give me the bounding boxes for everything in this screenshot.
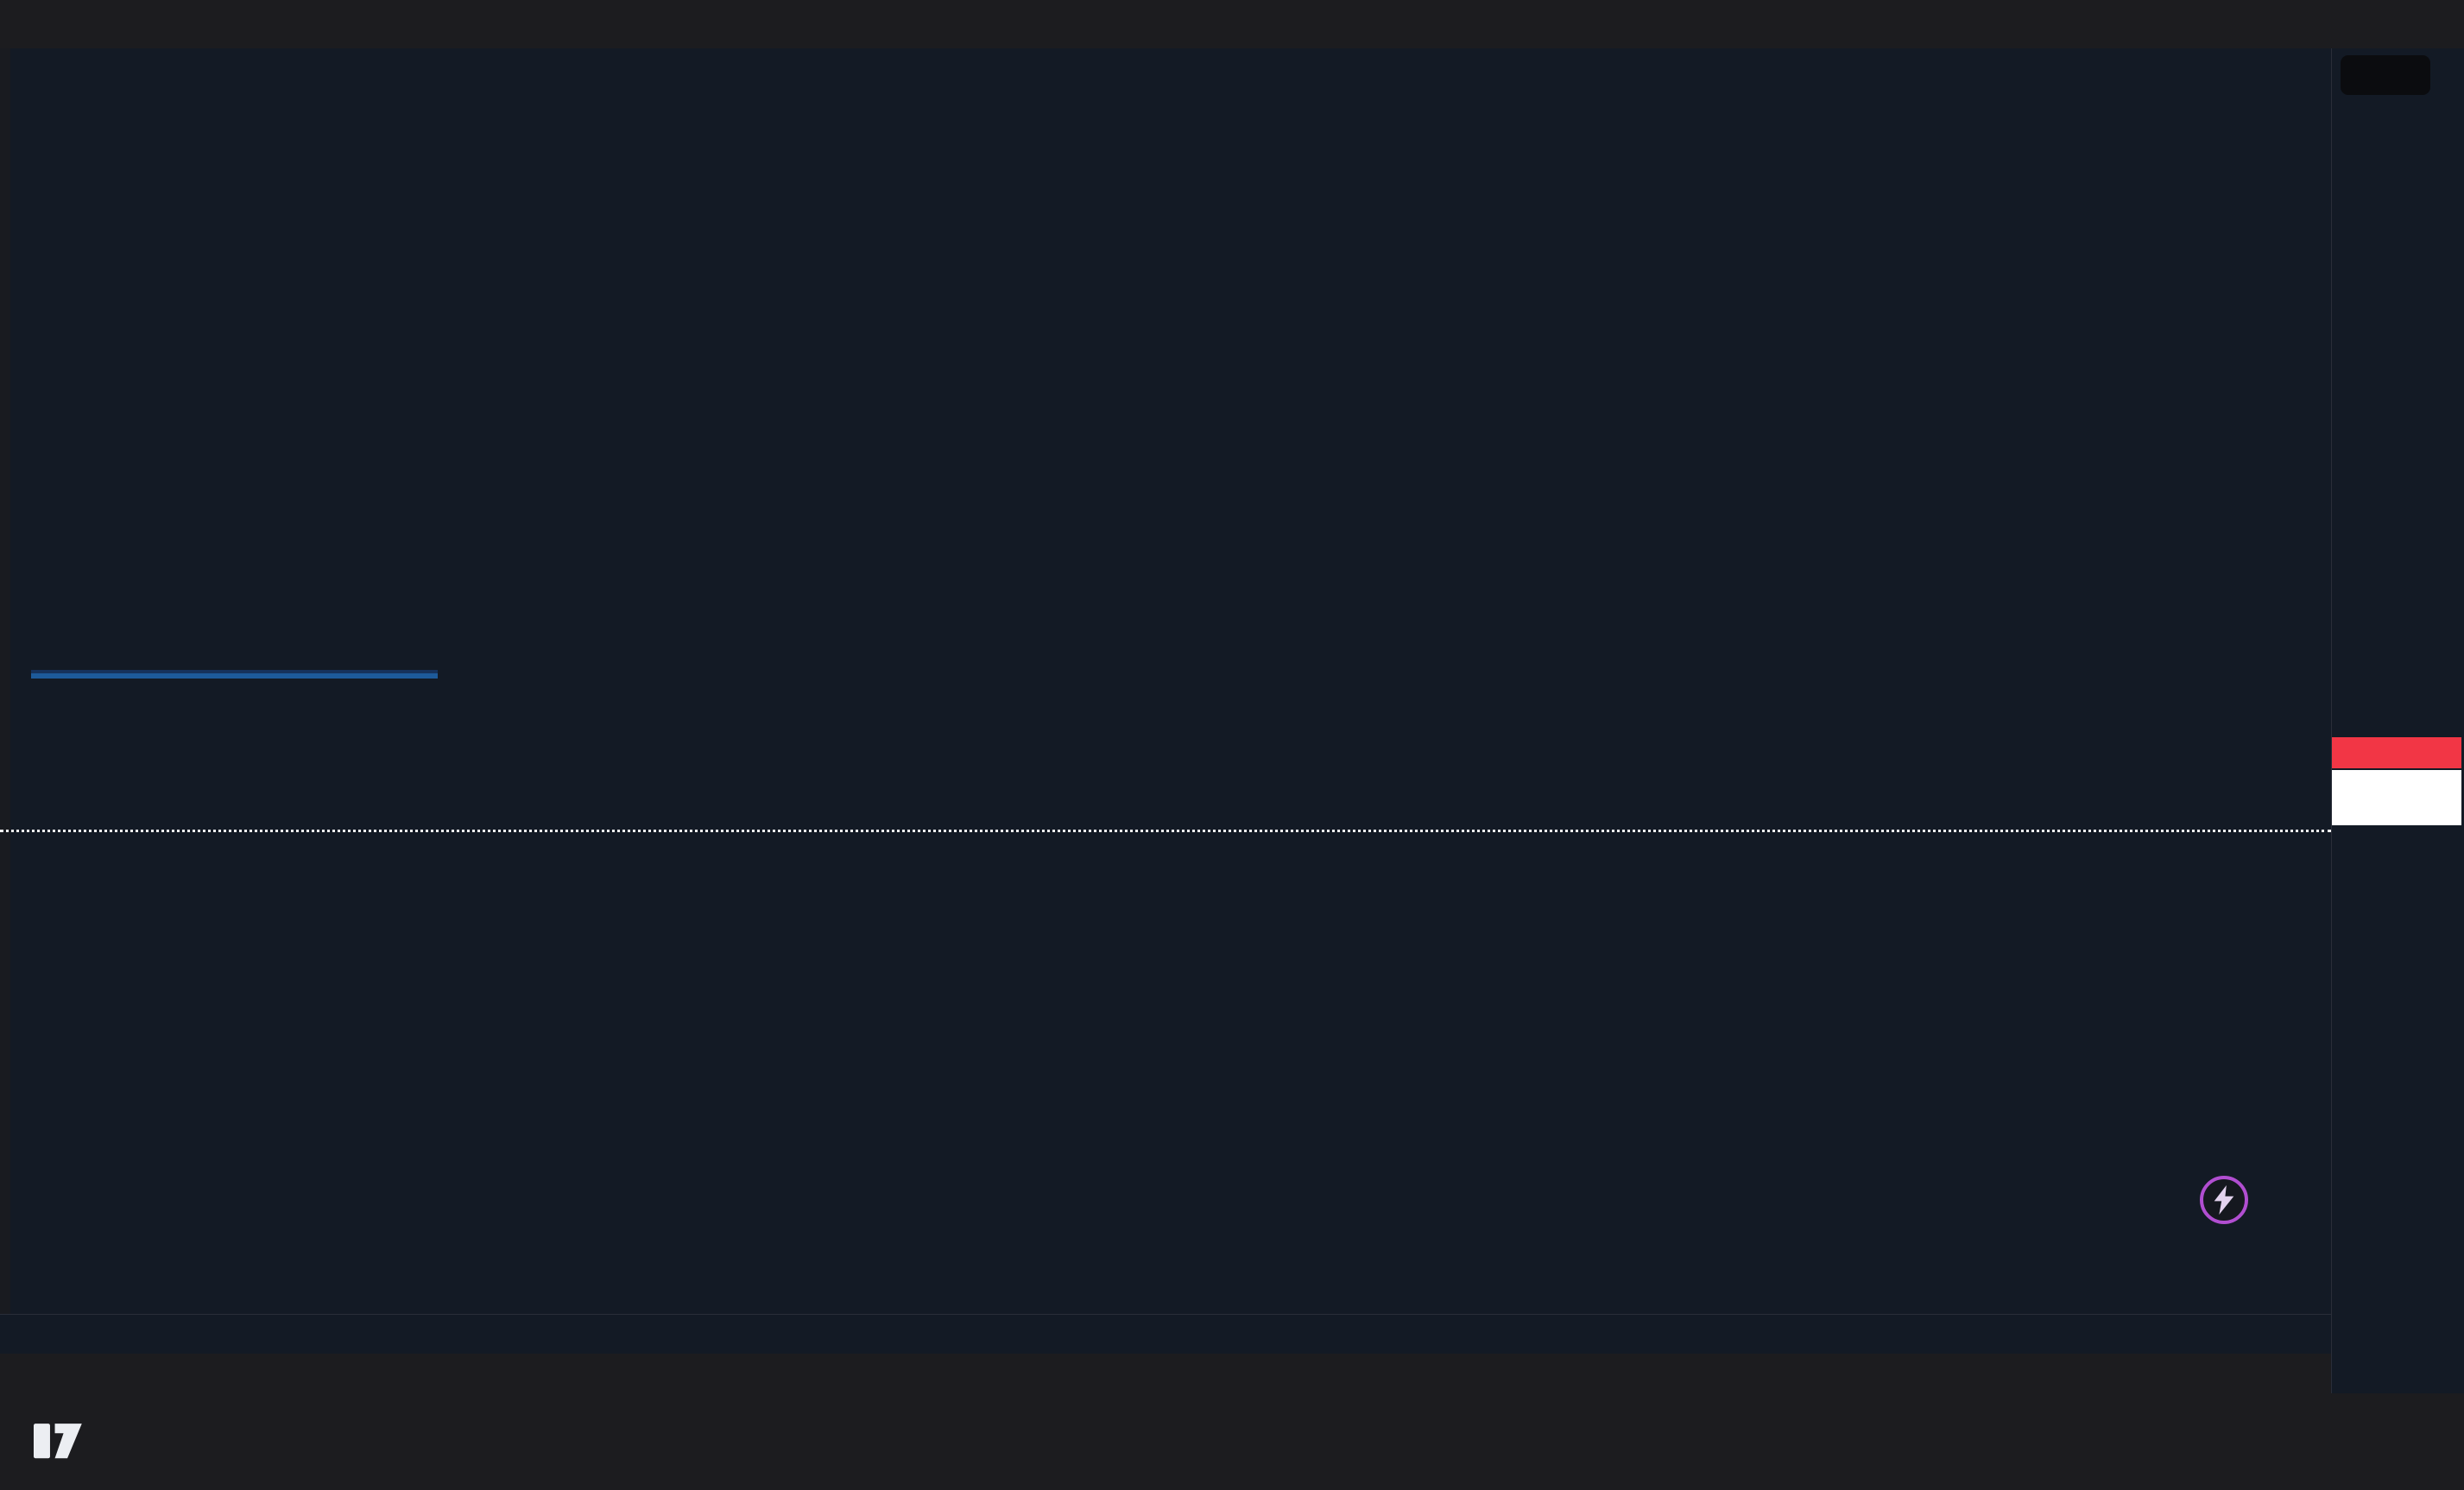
chart-canvas[interactable] <box>0 48 2331 1354</box>
attribution-bar <box>0 0 2464 48</box>
close-countdown-badge <box>2332 770 2461 825</box>
chart-plot[interactable] <box>0 48 2331 1354</box>
left-margin <box>0 48 10 1354</box>
prev-close-line <box>0 830 2331 832</box>
signals-panel <box>31 670 438 679</box>
footer-bar <box>0 1393 2464 1490</box>
lightning-icon <box>2214 1185 2234 1215</box>
metrics-table <box>31 670 438 673</box>
signals-table <box>31 673 438 679</box>
currency-button[interactable] <box>2341 55 2430 95</box>
last-price-badge <box>2332 737 2461 768</box>
price-axis[interactable] <box>2331 48 2464 1393</box>
tradingview-logo-icon <box>34 1424 82 1459</box>
tradingview-logo[interactable] <box>31 1414 98 1464</box>
boost-button[interactable] <box>2200 1176 2248 1224</box>
time-axis[interactable] <box>0 1314 2331 1354</box>
